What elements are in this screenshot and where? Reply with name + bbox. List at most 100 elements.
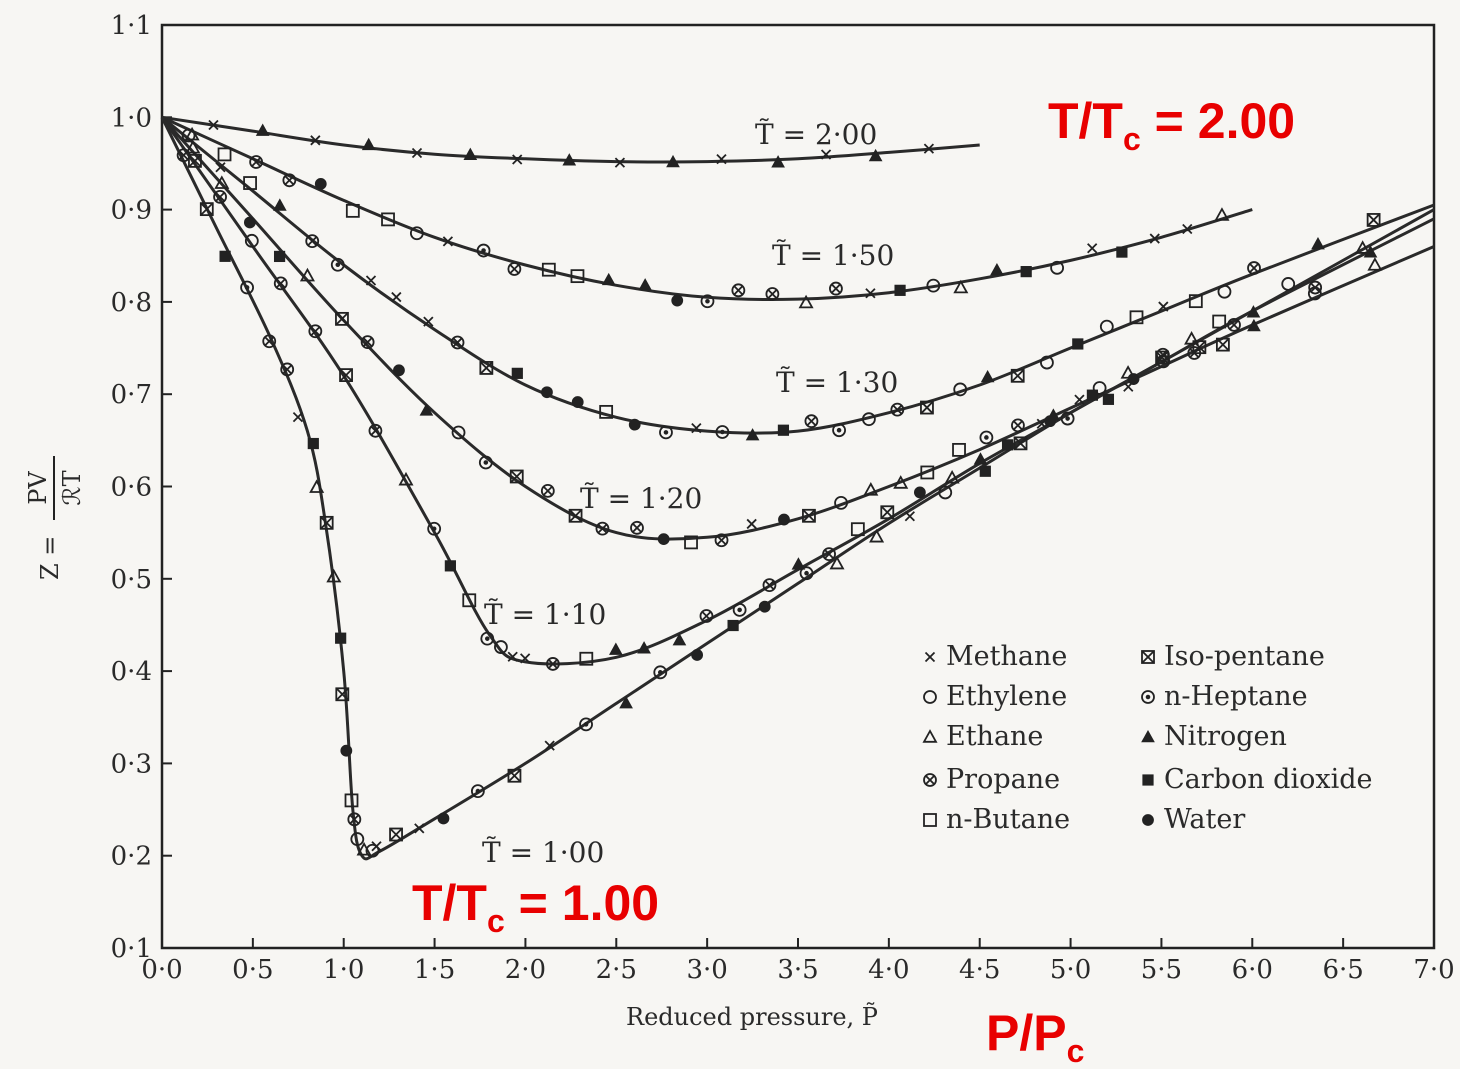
marker-open-triangle [1120,365,1136,379]
marker-cross [691,422,702,434]
marker-circled-cross [249,155,264,169]
marker-open-triangle [1367,257,1383,271]
marker-circled-cross [731,283,746,298]
marker-circled-cross [176,148,191,163]
marker-cross [442,236,454,247]
marker-cross [716,154,727,165]
marker-open-triangle [869,528,885,543]
marker-crossed-square [188,153,202,168]
marker-crossed-square [880,505,895,520]
marker-open-circle [923,690,937,704]
marker-cross [544,740,555,751]
marker-crossed-square [507,768,522,783]
marker-circled-cross [360,335,375,350]
legend-label: Nitrogen [1164,721,1287,752]
curve-label-1-20: T̃ = 1·20 [580,482,702,515]
marker-crossed-square [335,687,350,702]
marker-crossed-square [802,508,816,523]
marker-filled-square [335,632,347,644]
y-tick-label: 0·7 [111,380,152,410]
marker-circled-cross [1308,280,1323,295]
marker-open-triangle [944,470,960,484]
annotation-t-2-00-rest: = 2.00 [1141,93,1295,149]
legend-label: Methane [946,641,1067,672]
marker-crossed-square [479,361,494,375]
marker-circled-cross [368,423,383,438]
y-tick-label: 0·8 [111,288,152,318]
marker-dotted-circle [240,280,254,295]
marker-open-square [570,269,585,284]
marker-filled-triangle [361,137,376,151]
marker-open-circle [861,412,876,427]
marker-open-circle [953,382,968,397]
marker-crossed-square [1192,340,1207,355]
x-tick-label: 6·5 [1322,955,1363,985]
legend-item: Propane [923,764,1060,795]
marker-open-square [923,813,937,827]
marker-dotted-circle [799,566,814,581]
y-tick-label: 0·6 [111,473,152,503]
marker-filled-circle [243,216,256,229]
legend-item: n-Butane [923,804,1070,835]
x-tick-label: 4·0 [868,955,909,985]
marker-dotted-circle [832,423,846,438]
marker-filled-circle [628,418,641,431]
marker-filled-square [1072,338,1084,350]
marker-cross [1123,381,1134,392]
marker-circled-cross [280,362,295,377]
marker-open-triangle [953,279,969,294]
marker-filled-triangle [1246,305,1261,318]
marker-filled-circle [778,513,790,526]
marker-filled-square [444,560,456,572]
annotation-t-2-00-sub: c [1123,121,1141,157]
marker-circled-cross [714,533,729,548]
marker-cross [292,412,304,423]
marker-filled-square [727,619,739,632]
marker-cross [1087,243,1098,254]
marker-filled-triangle [745,428,760,441]
marker-open-square [381,212,395,227]
legend-label: Carbon dioxide [1164,764,1372,795]
marker-filled-circle [340,744,353,757]
x-tick-label: 0·5 [232,955,273,985]
marker-filled-square [273,250,286,263]
marker-filled-square [979,465,991,477]
marker-open-triangle [893,475,909,489]
marker-circled-cross [308,324,323,339]
marker-circled-cross [923,773,937,787]
legend-item: Nitrogen [1141,721,1287,752]
marker-cross [923,143,935,154]
marker-cross [365,275,377,286]
marker-filled-triangle [1046,408,1061,421]
y-tick-label: 0·5 [111,565,152,595]
y-tick-label: 0·3 [111,749,152,779]
curve-label-2-00-text: T̃ = 2·00 [755,118,877,151]
marker-dotted-circle [330,257,345,272]
marker-open-square [684,535,698,550]
marker-circled-cross [1011,418,1025,433]
marker-filled-square [307,437,319,450]
marker-dotted-circle [470,784,485,799]
marker-cross [411,147,423,159]
marker-open-square [599,404,614,419]
marker-crossed-square [1141,650,1155,664]
marker-cross [423,316,434,327]
legend-item: Water [1142,804,1245,835]
marker-filled-triangle [609,642,623,655]
marker-dotted-circle [700,294,715,309]
annotation-p-pc-main: P/P [986,1005,1067,1061]
marker-cross [371,841,382,852]
marker-filled-circle [657,533,670,546]
marker-filled-circle [541,386,553,399]
legend-label: Propane [946,764,1060,795]
marker-cross [208,119,219,131]
marker-dotted-circle [659,425,673,440]
marker-open-triangle [309,479,325,493]
marker-crossed-square [389,827,403,842]
marker-open-circle [350,832,365,846]
marker-circled-cross [595,521,610,536]
marker-circled-cross [213,189,227,204]
marker-circled-cross [890,402,905,417]
marker-filled-square [511,367,523,379]
marker-circled-cross [450,335,465,350]
